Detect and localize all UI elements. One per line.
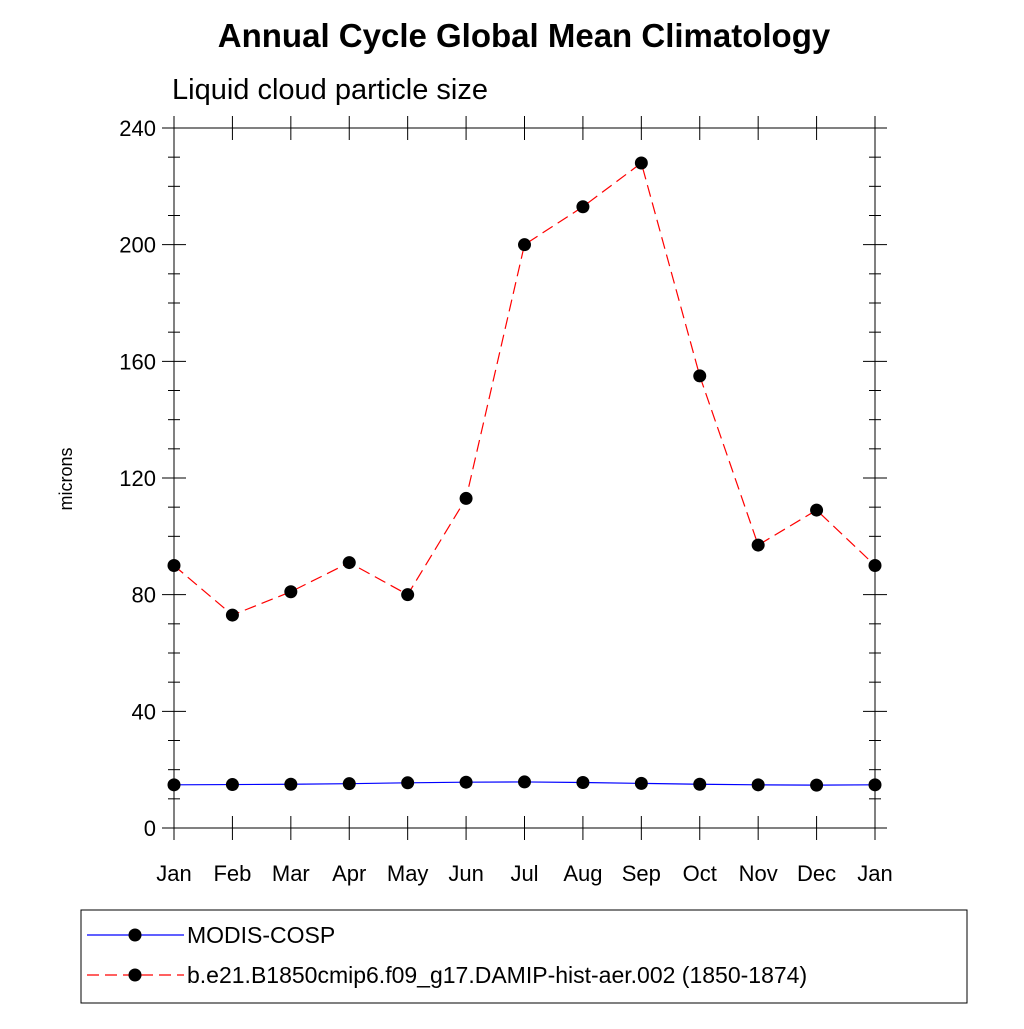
data-point [751,778,765,792]
data-point [284,585,298,599]
data-point [634,776,648,790]
x-tick-label: Apr [332,861,366,886]
y-tick-label: 40 [132,699,156,724]
data-point [401,776,415,790]
y-tick-label: 160 [119,349,156,374]
data-point [634,156,648,170]
axis-ticks [162,116,887,840]
legend-marker [128,968,142,982]
x-tick-label: Dec [797,861,836,886]
x-tick-label: Aug [563,861,602,886]
x-tick-label: Oct [683,861,717,886]
data-point [810,503,824,517]
data-point [342,777,356,791]
data-point [693,777,707,791]
series-1 [167,775,882,792]
x-tick-label: Sep [622,861,661,886]
data-point [459,491,473,505]
x-tick-label: Mar [272,861,310,886]
series-2 [167,156,882,622]
chart-title: Annual Cycle Global Mean Climatology [218,17,831,54]
data-point [225,778,239,792]
y-tick-label: 0 [144,816,156,841]
series-line [173,161,876,616]
data-point [751,538,765,552]
plot-frame [173,127,876,829]
x-tick-label: Jun [448,861,483,886]
y-tick-label: 240 [119,116,156,141]
data-point [225,608,239,622]
legend-items: MODIS-COSP b.e21.B1850cmip6.f09_g17.DAMIP… [87,922,807,988]
x-tick-label: May [387,861,429,886]
x-tick-label: Jan [156,861,191,886]
data-point [810,778,824,792]
data-point [342,556,356,570]
series-layer [167,156,882,792]
data-point [167,778,181,792]
legend-box [80,909,968,1004]
data-point [459,775,473,789]
y-tick-labels: 0 40 80 120 160 200 240 [119,116,156,841]
data-point [284,777,298,791]
y-axis-label: microns [56,447,76,510]
data-point [576,200,590,214]
x-tick-label: Nov [739,861,778,886]
legend-item: b.e21.B1850cmip6.f09_g17.DAMIP-hist-aer.… [87,962,807,988]
legend-label: MODIS-COSP [187,922,335,948]
x-tick-label: Jul [510,861,538,886]
y-tick-label: 80 [132,583,156,608]
data-point [868,778,882,792]
chart-subtitle: Liquid cloud particle size [172,74,488,106]
y-tick-label: 120 [119,466,156,491]
x-tick-label: Feb [213,861,251,886]
legend: MODIS-COSP b.e21.B1850cmip6.f09_g17.DAMIP… [80,909,968,1004]
data-point [576,776,590,789]
data-point [167,559,181,572]
data-point [401,588,415,602]
legend-marker [128,928,142,942]
x-tick-label: Jan [857,861,892,886]
data-point [868,559,882,572]
legend-label: b.e21.B1850cmip6.f09_g17.DAMIP-hist-aer.… [187,962,807,988]
data-point [693,369,707,383]
legend-item: MODIS-COSP [87,922,335,948]
y-tick-label: 200 [119,233,156,258]
data-point [518,775,531,789]
x-tick-labels: Jan Feb Mar Apr May Jun Jul Aug Sep Oct Nov Dec Jan [156,861,892,886]
data-point [518,238,531,252]
